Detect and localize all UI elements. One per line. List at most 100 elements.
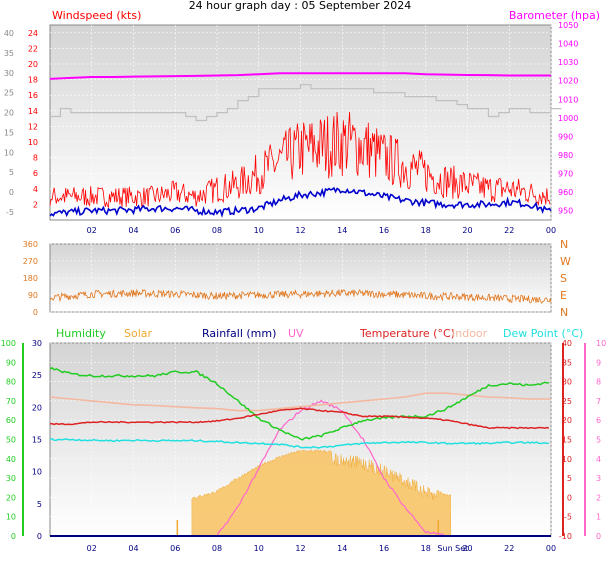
wind-x-tick-label: 14 (337, 226, 347, 235)
wind-y-tick-label: 12 (28, 122, 38, 131)
multi-x-tick-label: 08 (212, 544, 222, 553)
temp-y-tick-label: 40 (562, 339, 572, 348)
temp-y-tick-label: 0 (567, 493, 572, 502)
windspeed-series (49, 111, 551, 209)
wind-x-tick-label: 18 (421, 226, 431, 235)
humidity-y-tick-label: 20 (6, 493, 16, 502)
direction-y-tick-label: 180 (23, 274, 38, 283)
uv-y-tick-label: 7 (596, 397, 601, 406)
uv-y-tick-label: 10 (596, 339, 606, 348)
temp-y-tick-label: 5 (567, 474, 572, 483)
gust-y-tick-label: 25 (4, 89, 14, 98)
gust-gray-series (50, 84, 562, 122)
baro-axis-title: Barometer (hpa) (509, 9, 600, 22)
humidity-y-tick-label: 90 (6, 358, 16, 367)
humidity-y-tick-label: 80 (6, 378, 16, 387)
uv-y-tick-label: 6 (596, 416, 601, 425)
rain-y-tick-label: 20 (32, 403, 42, 412)
temp-y-tick-label: 25 (562, 397, 572, 406)
direction-y-tick-label: 270 (23, 257, 38, 266)
temp-y-tick-label: -10 (559, 532, 572, 541)
wind-x-tick-label: 10 (254, 226, 264, 235)
wind-y-tick-label: 20 (28, 60, 38, 69)
multi-x-tick-label: 22 (504, 544, 514, 553)
uv-y-tick-label: 9 (596, 358, 601, 367)
rain-y-tick-label: 30 (32, 339, 42, 348)
uv-series (216, 399, 445, 537)
multi-x-tick-label: Sun Set (437, 544, 468, 553)
rain-y-tick-label: 5 (37, 500, 42, 509)
barometer-series (49, 72, 551, 80)
legend-entry: Humidity (56, 327, 106, 340)
legend-entry: Solar (124, 327, 153, 340)
rain-y-tick-label: 15 (32, 436, 42, 445)
wind-x-tick-label: 02 (87, 226, 97, 235)
temp-y-tick-label: 20 (562, 416, 572, 425)
gust-y-tick-label: 10 (4, 148, 14, 157)
temp-y-tick-label: 30 (562, 378, 572, 387)
humidity-y-tick-label: 0 (11, 532, 16, 541)
multi-x-tick-label: 16 (379, 544, 389, 553)
temp-y-tick-label: 15 (562, 436, 572, 445)
wind-axis-title: Windspeed (kts) (52, 9, 141, 22)
humidity-y-tick-label: 60 (6, 416, 16, 425)
baro-y-tick-label: 1000 (558, 114, 578, 123)
gust-y-tick-label: 0 (9, 188, 14, 197)
wind-x-tick-label: 12 (295, 226, 305, 235)
compass-label: S (560, 272, 567, 285)
gust-y-tick-label: 15 (4, 128, 14, 137)
gust-y-tick-label: 5 (9, 168, 14, 177)
multi-x-tick-label: 12 (295, 544, 305, 553)
humidity-series (49, 366, 549, 441)
baro-y-tick-label: 950 (558, 207, 573, 216)
wind-x-tick-label: 22 (504, 226, 514, 235)
wind-y-tick-label: 6 (33, 169, 38, 178)
humidity-y-tick-label: 30 (6, 474, 16, 483)
legend-entry: Dew Point (°C) (503, 327, 583, 340)
wind-y-tick-label: 4 (33, 185, 38, 194)
wind-x-tick-label: 08 (212, 226, 222, 235)
direction-y-tick-label: 360 (23, 240, 38, 249)
multi-x-tick-label: 14 (337, 544, 347, 553)
temp-y-tick-label: 35 (562, 358, 572, 367)
multi-x-tick-label: 20 (462, 544, 472, 553)
baro-y-tick-label: 1020 (558, 77, 578, 86)
gust-y-tick-label: 35 (4, 49, 14, 58)
legend-entry: Temperature (°C) (359, 327, 455, 340)
humidity-y-tick-label: 40 (6, 455, 16, 464)
wind-y-tick-label: 10 (28, 138, 38, 147)
wind-direction-series (49, 288, 552, 304)
multi-x-tick-label: 02 (87, 544, 97, 553)
baro-y-tick-label: 980 (558, 151, 573, 160)
baro-y-tick-label: 970 (558, 170, 573, 179)
baro-y-tick-label: 960 (558, 188, 573, 197)
temp-y-tick-label: -5 (564, 513, 572, 522)
wind-x-tick-label: 00 (546, 226, 556, 235)
uv-y-tick-label: 1 (596, 513, 601, 522)
legend-entry: Rainfall (mm) (202, 327, 276, 340)
wind-y-tick-label: 24 (28, 29, 38, 38)
wind-x-tick-label: 04 (128, 226, 138, 235)
wind-y-tick-label: 18 (28, 76, 38, 85)
indoor-series (49, 392, 551, 412)
rain-y-tick-label: 25 (32, 371, 42, 380)
compass-label: N (560, 306, 568, 319)
temp-y-tick-label: 10 (562, 455, 572, 464)
multi-x-tick-label: 04 (128, 544, 138, 553)
uv-y-tick-label: 2 (596, 493, 601, 502)
multi-x-tick-label: 18 (421, 544, 431, 553)
multi-x-tick-label: 00 (546, 544, 556, 553)
wind-y-tick-label: 2 (33, 200, 38, 209)
humidity-y-tick-label: 10 (6, 513, 16, 522)
baro-y-tick-label: 1040 (558, 40, 578, 49)
humidity-y-tick-label: 50 (6, 436, 16, 445)
wind-x-tick-label: 06 (170, 226, 180, 235)
legend-entry: UV (288, 327, 304, 340)
gust-y-tick-label: -5 (6, 208, 14, 217)
uv-y-tick-label: 3 (596, 474, 601, 483)
baro-y-tick-label: 990 (558, 132, 573, 141)
humidity-y-tick-label: 70 (6, 397, 16, 406)
compass-label: N (560, 238, 568, 251)
baro-y-tick-label: 1030 (558, 58, 578, 67)
